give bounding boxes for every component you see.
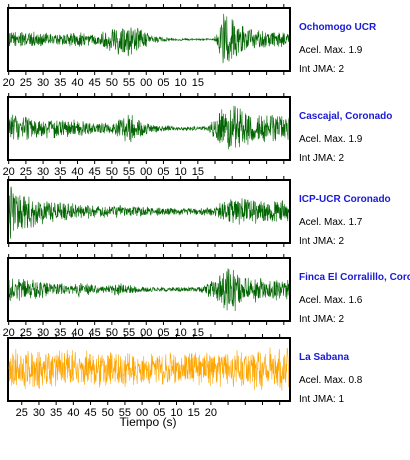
tick-label: 15 <box>192 77 204 89</box>
tick-label: 30 <box>37 77 49 89</box>
max-acceleration-label: Acel. Max. 1.9 <box>299 45 363 56</box>
tick-label: 00 <box>136 407 148 419</box>
tick-label: 10 <box>170 407 182 419</box>
panel-frame <box>7 257 291 322</box>
panel-4: 20 25 30 35 40 45 50 55 00 05 10 15 Finca El Corrali… <box>3 254 410 339</box>
tick-label: 05 <box>153 407 165 419</box>
tick-label: 55 <box>123 77 135 89</box>
tick-label: 50 <box>106 166 118 178</box>
tick-label: 40 <box>67 407 79 419</box>
tick-label: 25 <box>20 166 32 178</box>
tick-label: 05 <box>157 327 169 339</box>
tick-label: 55 <box>123 166 135 178</box>
tick-label: 10 <box>175 327 187 339</box>
jma-intensity-label: Int JMA: 2 <box>299 236 344 247</box>
tick-label: 20 <box>3 166 15 178</box>
x-axis-title: Tiempo (s) <box>120 415 177 429</box>
max-acceleration-label: Acel. Max. 0.8 <box>299 375 363 386</box>
tick-label: 25 <box>20 77 32 89</box>
tick-label: 35 <box>54 327 66 339</box>
panel-5: 25 30 35 40 45 50 55 00 05 10 15 20 La Sabana Acel. M… <box>7 334 363 419</box>
station-name: Ochomogo UCR <box>299 22 377 33</box>
tick-label: 15 <box>188 407 200 419</box>
tick-label: 35 <box>54 77 66 89</box>
panel-frame <box>7 7 291 72</box>
waveform-trace <box>8 13 290 64</box>
tick-label: 15 <box>192 327 204 339</box>
station-name: Finca El Corralillo, Coronado <box>299 272 410 283</box>
jma-intensity-label: Int JMA: 1 <box>299 394 344 405</box>
tick-label: 55 <box>119 407 131 419</box>
tick-label: 15 <box>192 166 204 178</box>
jma-intensity-label: Int JMA: 2 <box>299 64 344 75</box>
panel-1: 20 25 30 35 40 45 50 55 00 05 10 15 Ochomogo UCR Acel… <box>3 4 377 89</box>
station-name: ICP-UCR Coronado <box>299 194 391 205</box>
tick-label: 25 <box>20 327 32 339</box>
tick-label: 20 <box>3 327 15 339</box>
jma-intensity-label: Int JMA: 2 <box>299 153 344 164</box>
station-name: Cascajal, Coronado <box>299 111 392 122</box>
tick-label: 35 <box>54 166 66 178</box>
waveform-trace <box>8 186 290 239</box>
tick-label: 40 <box>71 77 83 89</box>
tick-label: 55 <box>123 327 135 339</box>
tick-label: 30 <box>37 327 49 339</box>
panel-frame <box>7 179 291 244</box>
panel-frame <box>7 96 291 161</box>
tick-label: 45 <box>89 166 101 178</box>
max-acceleration-label: Acel. Max. 1.7 <box>299 217 363 228</box>
tick-label: 05 <box>157 166 169 178</box>
tick-label: 30 <box>33 407 45 419</box>
tick-label: 35 <box>50 407 62 419</box>
jma-intensity-label: Int JMA: 2 <box>299 314 344 325</box>
tick-label: 05 <box>157 77 169 89</box>
tick-label: 50 <box>106 77 118 89</box>
panel-3: ICP-UCR Coronado Acel. Max. 1.7 Int JMA: 2 <box>7 176 391 247</box>
panel-frame <box>7 337 291 402</box>
tick-label: 40 <box>71 166 83 178</box>
tick-label: 00 <box>140 327 152 339</box>
tick-label: 50 <box>102 407 114 419</box>
waveform-trace <box>8 105 290 150</box>
waveform-trace <box>8 347 290 391</box>
tick-label: 10 <box>175 166 187 178</box>
panel-2: 20 25 30 35 40 45 50 55 00 05 10 15 Cascajal, Corona… <box>3 93 392 178</box>
tick-label: 25 <box>16 407 28 419</box>
tick-label: 40 <box>71 327 83 339</box>
tick-label: 45 <box>84 407 96 419</box>
tick-label: 30 <box>37 166 49 178</box>
station-name: La Sabana <box>299 352 349 363</box>
tick-label: 00 <box>140 166 152 178</box>
tick-label: 50 <box>106 327 118 339</box>
tick-label: 20 <box>205 407 217 419</box>
max-acceleration-label: Acel. Max. 1.6 <box>299 295 363 306</box>
tick-label: 00 <box>140 77 152 89</box>
max-acceleration-label: Acel. Max. 1.9 <box>299 134 363 145</box>
seismogram-panels: 20 25 30 35 40 45 50 55 00 05 10 15 Ochomogo UCR Acel… <box>3 4 410 419</box>
tick-label: 45 <box>89 327 101 339</box>
tick-label: 20 <box>3 77 15 89</box>
tick-label: 10 <box>175 77 187 89</box>
tick-label: 45 <box>89 77 101 89</box>
waveform-trace <box>8 268 290 311</box>
